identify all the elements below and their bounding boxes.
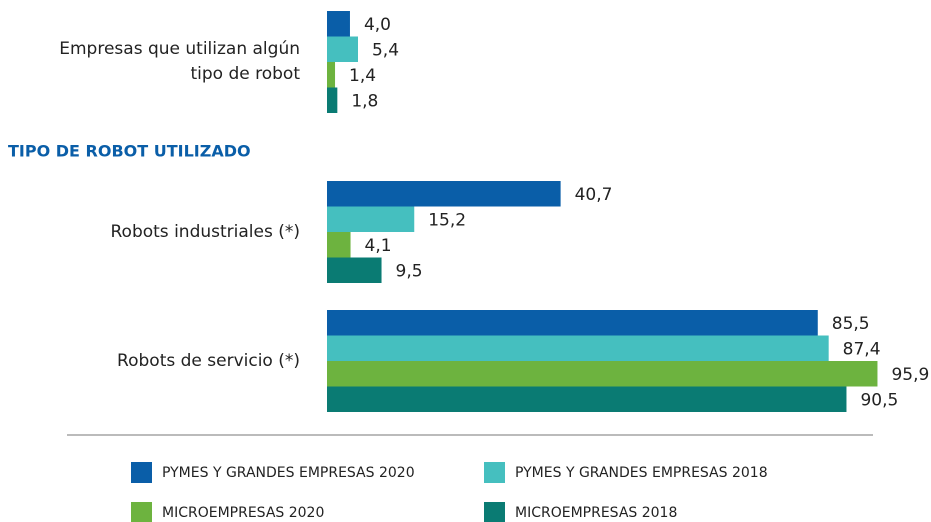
legend-label: PYMES Y GRANDES EMPRESAS 2020 bbox=[162, 465, 415, 481]
value-label: 87,4 bbox=[843, 339, 881, 359]
bar bbox=[327, 206, 415, 232]
bar bbox=[327, 11, 350, 37]
bar bbox=[327, 36, 358, 62]
value-label: 5,4 bbox=[372, 40, 399, 60]
bar bbox=[327, 257, 382, 283]
legend-swatch bbox=[131, 462, 152, 483]
legend-label: PYMES Y GRANDES EMPRESAS 2018 bbox=[515, 465, 768, 481]
value-label: 4,1 bbox=[365, 236, 392, 256]
value-label: 4,0 bbox=[364, 15, 391, 35]
bar bbox=[327, 310, 818, 336]
bar bbox=[327, 386, 847, 412]
value-label: 1,4 bbox=[349, 66, 376, 86]
legend-swatch bbox=[131, 502, 152, 522]
value-label: 85,5 bbox=[832, 314, 870, 334]
value-label: 95,9 bbox=[891, 365, 929, 385]
bar bbox=[327, 361, 878, 387]
category-label: Robots de servicio (*) bbox=[117, 350, 300, 371]
bar bbox=[327, 87, 338, 113]
bar bbox=[327, 232, 351, 258]
legend-swatch bbox=[484, 502, 505, 522]
category-label: Empresas que utilizan algún tipo de robo… bbox=[59, 39, 300, 84]
bar bbox=[327, 181, 561, 207]
value-label: 90,5 bbox=[860, 390, 898, 410]
legend-label: MICROEMPRESAS 2018 bbox=[515, 505, 677, 521]
legend-label: MICROEMPRESAS 2020 bbox=[162, 505, 324, 521]
bar bbox=[327, 62, 336, 88]
bar bbox=[327, 335, 829, 361]
value-label: 40,7 bbox=[575, 185, 613, 205]
value-label: 1,8 bbox=[351, 91, 378, 111]
value-label: 15,2 bbox=[428, 210, 466, 230]
legend-swatch bbox=[484, 462, 505, 483]
value-label: 9,5 bbox=[396, 261, 423, 281]
category-label: Robots industriales (*) bbox=[110, 221, 301, 242]
section-heading: TIPO DE ROBOT UTILIZADO bbox=[8, 142, 251, 161]
